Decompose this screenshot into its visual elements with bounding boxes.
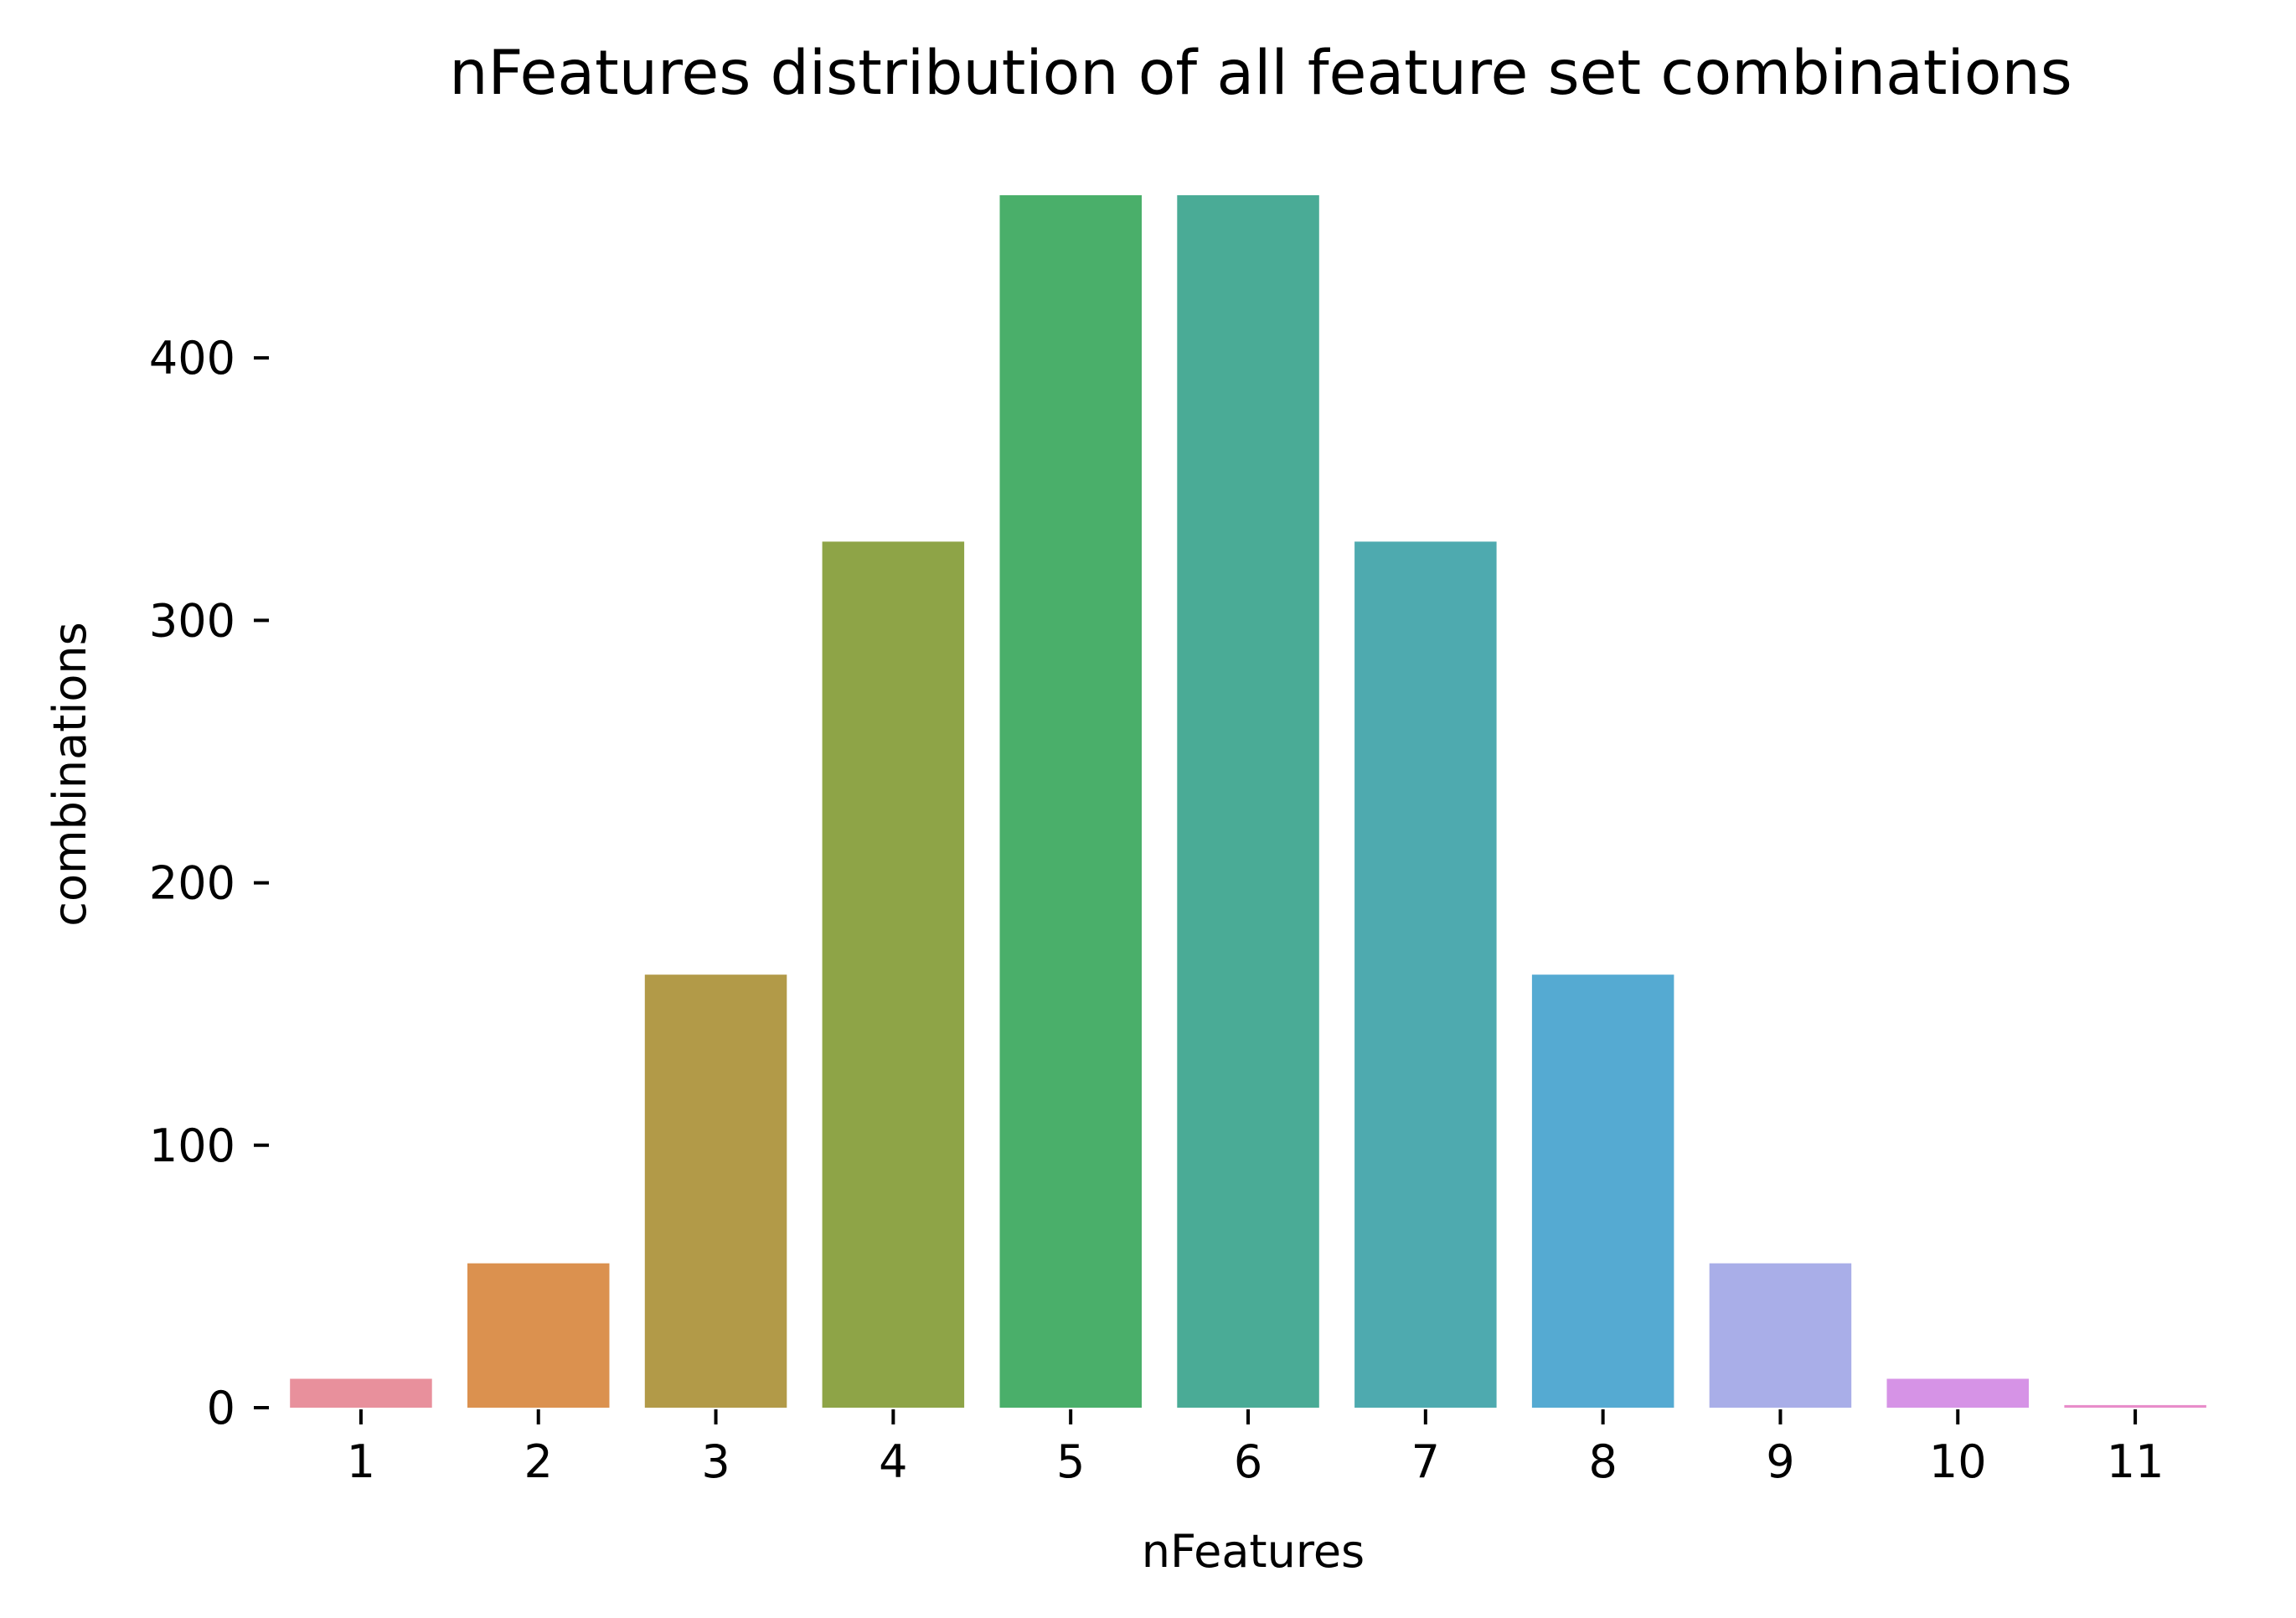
- x-tick-label: 8: [1588, 1435, 1617, 1488]
- y-tick-label: 100: [149, 1119, 235, 1172]
- y-tick-label: 400: [149, 332, 235, 385]
- bar-3: [644, 974, 787, 1408]
- bar-11: [2064, 1404, 2206, 1408]
- bar-10: [1886, 1378, 2029, 1408]
- x-tick-label: 2: [524, 1435, 553, 1488]
- bar-8: [1531, 974, 1674, 1408]
- x-tick-label: 1: [347, 1435, 375, 1488]
- x-tick-label: 11: [2107, 1435, 2164, 1488]
- bar-7: [1354, 541, 1497, 1408]
- y-axis-label: combinations: [44, 622, 96, 927]
- y-axis: 0 100 200 300 400: [149, 332, 269, 1434]
- bar-5: [999, 195, 1142, 1408]
- x-tick-label: 7: [1411, 1435, 1440, 1488]
- bar-9: [1709, 1263, 1852, 1408]
- x-tick-label: 3: [701, 1435, 730, 1488]
- x-axis-label: nFeatures: [1142, 1525, 1365, 1578]
- y-tick-label: 0: [207, 1382, 235, 1434]
- y-tick-label: 200: [149, 857, 235, 910]
- bar-6: [1177, 195, 1319, 1408]
- x-axis: 1 2 3 4 5 6 7 8 9 10 11: [347, 1409, 2164, 1488]
- x-tick-label: 6: [1234, 1435, 1262, 1488]
- bars-group: [290, 195, 2206, 1408]
- x-tick-label: 5: [1056, 1435, 1085, 1488]
- bar-1: [290, 1378, 432, 1408]
- y-tick-label: 300: [149, 594, 235, 647]
- x-tick-label: 10: [1929, 1435, 1987, 1488]
- x-tick-label: 4: [879, 1435, 907, 1488]
- bar-2: [467, 1263, 610, 1408]
- chart-title: nFeatures distribution of all feature se…: [449, 38, 2072, 109]
- x-tick-label: 9: [1766, 1435, 1794, 1488]
- bar-4: [822, 541, 965, 1408]
